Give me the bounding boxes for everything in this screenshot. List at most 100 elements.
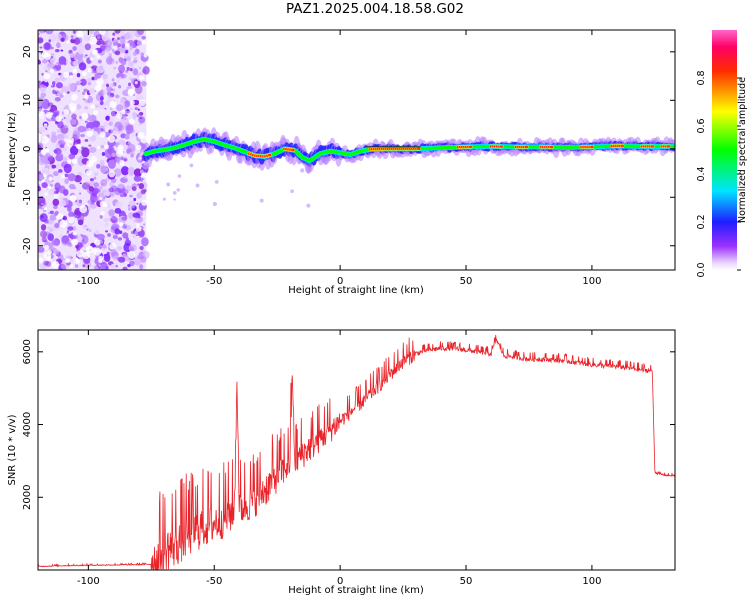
top-y-tick-label: -20 xyxy=(22,238,33,254)
noise-speck xyxy=(100,179,108,187)
noise-speck xyxy=(96,40,102,46)
noise-gap xyxy=(109,242,117,250)
noise-gap xyxy=(100,211,105,216)
noise-speck xyxy=(58,153,64,159)
noise-speck xyxy=(41,182,48,188)
noise-speck xyxy=(116,37,120,40)
noise-speck xyxy=(66,91,70,94)
noise-gap xyxy=(75,257,79,261)
noise-gap xyxy=(89,57,94,61)
noise-speck xyxy=(112,32,116,36)
noise-gap xyxy=(138,134,142,138)
noise-gap xyxy=(55,115,62,122)
noise-speck xyxy=(124,224,132,231)
noise-gap xyxy=(38,257,44,263)
noise-speck xyxy=(79,192,82,195)
noise-speck xyxy=(96,163,101,169)
noise-speck xyxy=(125,70,129,73)
noise-gap xyxy=(130,100,135,105)
noise-gap xyxy=(47,185,52,190)
noise-gap xyxy=(46,74,51,78)
noise-speck xyxy=(108,210,116,216)
noise-speck xyxy=(116,183,124,189)
noise-speck xyxy=(91,265,99,270)
noise-gap xyxy=(113,45,118,50)
ridge-speck xyxy=(166,182,171,187)
noise-speck xyxy=(110,263,115,269)
noise-speck xyxy=(125,190,129,194)
noise-gap xyxy=(136,144,142,151)
noise-speck xyxy=(49,58,56,64)
spectral-ridge xyxy=(143,127,675,208)
noise-speck xyxy=(88,146,97,154)
noise-gap xyxy=(127,89,135,97)
top-x-tick-label: -100 xyxy=(77,276,100,287)
noise-speck xyxy=(108,208,115,217)
noise-speck xyxy=(89,178,94,182)
noise-speck xyxy=(138,116,146,124)
noise-gap xyxy=(41,136,49,144)
top-y-axis-title: Frequency (Hz) xyxy=(7,112,18,188)
noise-speck xyxy=(106,91,112,96)
noise-speck xyxy=(108,59,114,65)
noise-gap xyxy=(59,219,68,228)
noise-speck xyxy=(39,46,43,49)
noise-gap xyxy=(117,144,124,151)
top-y-tick-label: 20 xyxy=(22,45,33,58)
noise-gap xyxy=(119,159,125,166)
ridge-hot-red xyxy=(620,144,624,148)
noise-gap xyxy=(66,139,74,147)
noise-speck xyxy=(104,107,107,110)
noise-speck xyxy=(62,156,68,163)
noise-speck xyxy=(55,163,62,170)
noise-speck xyxy=(99,214,103,219)
noise-speck xyxy=(107,233,111,237)
noise-gap xyxy=(70,106,76,113)
bottom-y-axis: 2000 4000 6000 xyxy=(22,339,675,510)
noise-gap xyxy=(108,170,116,178)
noise-speck xyxy=(131,184,135,187)
noise-speck xyxy=(64,173,69,178)
noise-speck xyxy=(131,134,135,138)
noise-speck xyxy=(100,261,108,270)
noise-speck xyxy=(68,153,76,160)
bottom-x-tick-label: 100 xyxy=(582,576,601,587)
noise-speck xyxy=(110,110,117,117)
noise-speck xyxy=(84,54,88,57)
colorbar-ticks: 0.0 0.2 0.4 0.6 0.8 xyxy=(696,70,741,278)
noise-speck xyxy=(47,233,55,242)
noise-speck xyxy=(72,130,81,141)
noise-speck xyxy=(112,70,116,73)
noise-gap xyxy=(43,53,51,61)
noise-speck xyxy=(50,53,55,57)
noise-gap xyxy=(45,111,53,119)
noise-speck xyxy=(73,174,82,183)
noise-speck xyxy=(116,79,120,83)
noise-speck xyxy=(109,116,115,123)
noise-gap xyxy=(79,205,88,214)
ridge-hot-red xyxy=(590,145,594,149)
noise-gap xyxy=(98,30,107,35)
noise-gap xyxy=(72,231,77,236)
noise-gap xyxy=(62,92,66,96)
ridge-speck xyxy=(212,201,218,207)
noise-gap xyxy=(96,54,101,59)
noise-gap xyxy=(119,222,124,227)
ridge-core-green xyxy=(672,144,675,148)
noise-speck xyxy=(38,246,45,253)
noise-speck xyxy=(54,222,60,229)
noise-gap xyxy=(136,223,140,227)
noise-speck xyxy=(141,163,145,166)
noise-gap xyxy=(93,109,99,116)
noise-gap xyxy=(61,174,66,179)
noise-speck xyxy=(129,47,133,51)
ridge-hot-red xyxy=(416,147,421,150)
noise-speck xyxy=(59,234,63,237)
noise-speck xyxy=(134,107,139,111)
noise-speck xyxy=(38,80,41,84)
noise-speck xyxy=(141,69,147,74)
noise-gap xyxy=(98,255,104,261)
noise-gap xyxy=(69,194,77,202)
ridge-speck xyxy=(176,188,180,192)
ridge-hot-red xyxy=(267,153,272,157)
